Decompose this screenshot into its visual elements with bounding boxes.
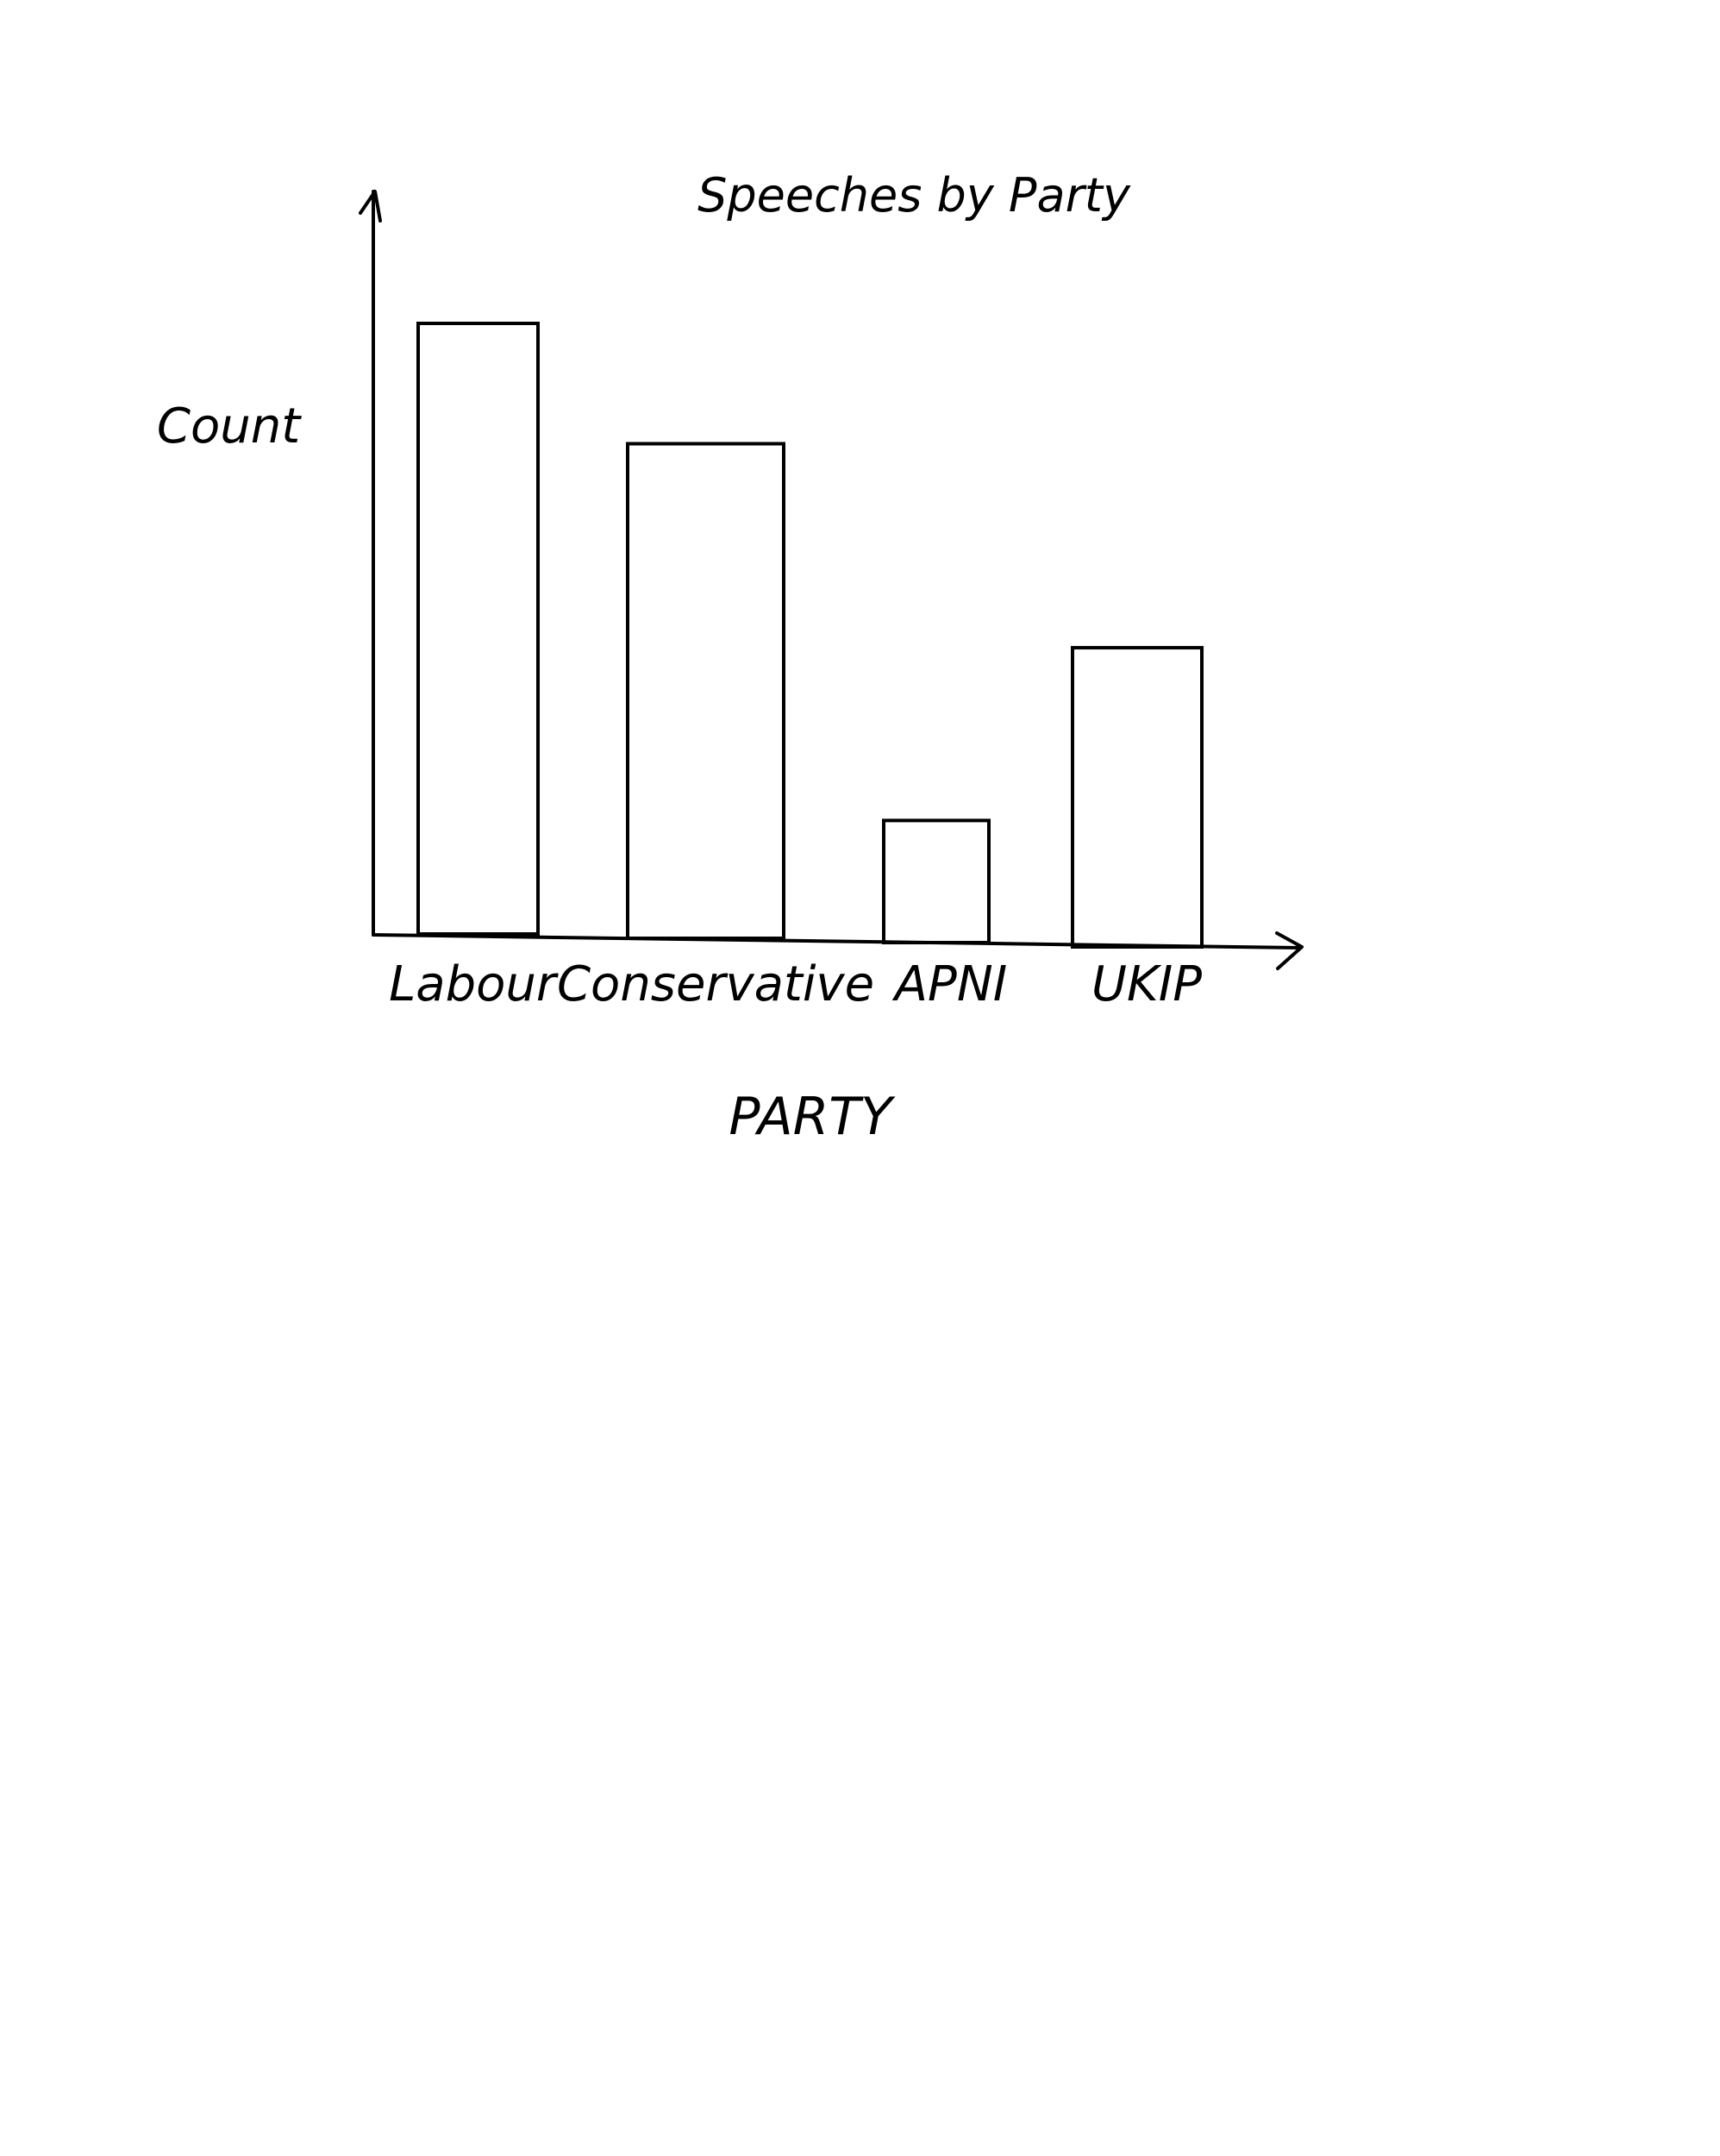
x-tick-label-labour: Labour <box>389 956 559 1012</box>
x-tick-label-ukip: UKIP <box>1091 956 1202 1012</box>
axes <box>359 190 1304 970</box>
bar-ukip <box>1071 646 1204 950</box>
y-axis-arrowhead <box>359 190 382 222</box>
x-tick-labels: Labour Conservative APNI UKIP <box>389 956 1202 1012</box>
x-axis-label: PARTY <box>729 1087 896 1147</box>
bar-labour <box>416 322 540 936</box>
y-axis-label: Count <box>157 398 302 454</box>
bars <box>416 322 1204 950</box>
x-tick-label-apni: APNI <box>892 956 1007 1012</box>
bar-conservative <box>626 442 785 940</box>
x-axis-arrowhead <box>1275 931 1304 970</box>
bar-apni <box>882 818 991 945</box>
x-tick-label-conservative: Conservative <box>557 956 874 1012</box>
chart-title: Speeches by Party <box>697 168 1131 222</box>
